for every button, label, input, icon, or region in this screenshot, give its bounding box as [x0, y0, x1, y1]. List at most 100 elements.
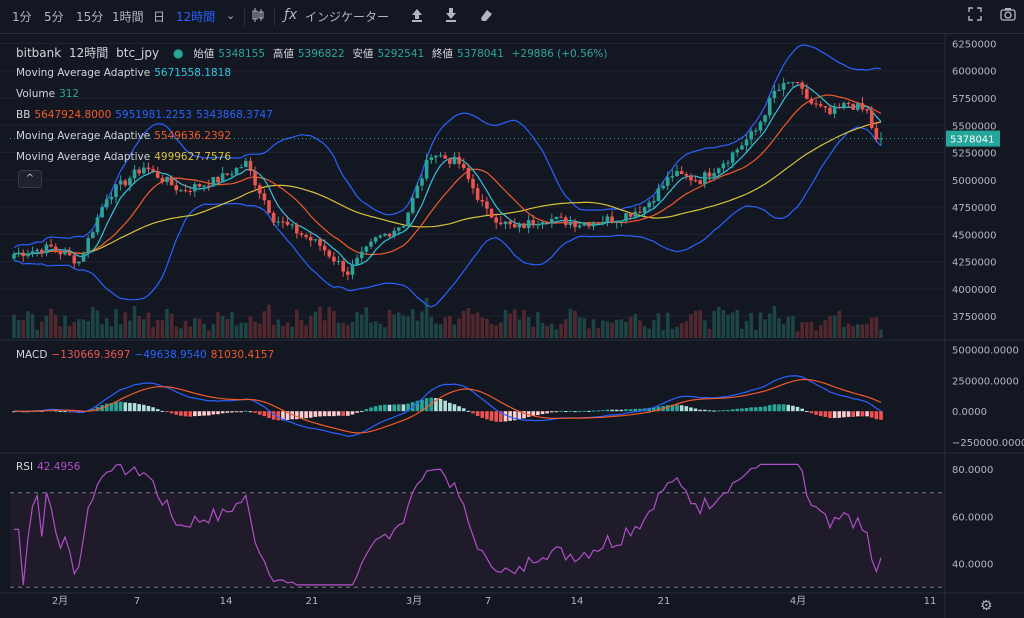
download-icon[interactable]	[444, 7, 458, 27]
volume-label: Volume	[16, 88, 56, 100]
macd-signal-line	[14, 378, 882, 434]
macd-histogram-bar	[466, 410, 471, 412]
high-label: 高値	[272, 48, 294, 60]
candle-body	[832, 106, 837, 114]
volume-bar	[689, 314, 693, 338]
candle-body	[327, 250, 332, 257]
interval-1h[interactable]: 1時間	[112, 10, 144, 24]
volume-bar	[726, 314, 730, 338]
candle-body	[160, 177, 165, 182]
ma3-legend[interactable]: Moving Average Adaptive 4999627.7576	[16, 151, 235, 163]
interval-1m[interactable]: 1分	[12, 10, 32, 24]
volume-bar	[322, 320, 327, 338]
volume-bar	[165, 308, 169, 338]
volume-bar	[95, 310, 100, 338]
macd-legend[interactable]: MACD −130669.3697 −49638.9540 81030.4157	[16, 349, 278, 361]
candle-body	[373, 237, 378, 242]
bb-lower-line	[13, 126, 882, 308]
candle-body	[480, 199, 485, 202]
candle-body	[614, 221, 619, 223]
macd-histogram-bar	[443, 400, 447, 412]
fullscreen-icon[interactable]	[968, 7, 982, 25]
chart-canvas[interactable]: 6250000 6000000 5750000 5500000 5250000 50000…	[0, 34, 1024, 618]
volume-bar	[244, 322, 248, 338]
volume-bar	[452, 324, 457, 338]
candle-body	[225, 173, 230, 175]
candle-body	[619, 221, 624, 223]
macd-histogram-bar	[434, 398, 438, 412]
volume-bar	[619, 319, 624, 338]
upload-icon[interactable]	[410, 7, 424, 27]
candle-body	[735, 149, 740, 153]
fx-icon[interactable]: ƒx	[284, 7, 298, 23]
bb-legend[interactable]: BB 5647924.8000 5951981.2253 5343868.3747	[16, 109, 277, 121]
eraser-icon[interactable]	[478, 7, 494, 27]
ma2-legend[interactable]: Moving Average Adaptive 5549636.2392	[16, 130, 235, 142]
chevron-down-icon[interactable]: ⌄	[226, 9, 236, 22]
macd-histogram-bar	[359, 410, 364, 412]
volume-value: 312	[59, 88, 80, 100]
macd-histogram-bar	[123, 402, 128, 412]
macd-histogram-bar	[693, 408, 698, 412]
macd-histogram-bar	[248, 411, 253, 413]
volume-bar	[665, 312, 670, 338]
candle-body	[642, 207, 647, 213]
volume-bar	[740, 328, 744, 338]
candle-body	[818, 104, 823, 107]
candle-body	[420, 178, 424, 186]
macd-histogram-bar	[128, 402, 132, 412]
candle-body	[800, 82, 804, 89]
macd-histogram-bar	[114, 401, 118, 412]
macd-histogram-bar	[257, 411, 262, 415]
candle-body	[689, 175, 693, 181]
candle-body	[378, 235, 383, 238]
legend-collapse-button[interactable]: ^	[18, 170, 42, 188]
macd-histogram-bar	[322, 411, 327, 417]
price-axis-label: 5500000	[952, 121, 997, 132]
candle-body	[183, 190, 188, 192]
macd-histogram-bar	[763, 406, 767, 412]
candle-body	[601, 222, 605, 224]
interval-5m[interactable]: 5分	[44, 10, 64, 24]
volume-bar	[383, 327, 387, 338]
rsi-legend[interactable]: RSI 42.4956	[16, 461, 84, 473]
time-axis-label: 14	[220, 596, 233, 607]
indicators-button[interactable]: インジケーター	[305, 10, 390, 24]
macd-histogram-bar	[860, 411, 865, 417]
candle-body	[851, 104, 855, 110]
candle-body	[271, 212, 276, 223]
macd-histogram-bar	[517, 411, 522, 420]
interval-12h[interactable]: 12時間	[176, 10, 216, 24]
candles-icon[interactable]	[251, 7, 265, 27]
volume-bar	[716, 306, 721, 338]
macd-histogram-bar	[587, 410, 591, 412]
volume-bar	[856, 324, 860, 338]
ma1-legend[interactable]: Moving Average Adaptive 5671558.1818	[16, 67, 235, 79]
macd-histogram-bar	[573, 411, 577, 413]
macd-histogram-bar	[698, 409, 702, 412]
gear-icon[interactable]: ⚙	[980, 598, 993, 614]
interval-1d[interactable]: 日	[153, 10, 166, 24]
candle-body	[754, 130, 758, 132]
candle-body	[35, 249, 39, 252]
volume-bar	[661, 330, 665, 338]
macd-histogram-bar	[230, 411, 234, 413]
volume-legend[interactable]: Volume 312	[16, 88, 83, 100]
volume-bar	[767, 313, 772, 338]
interval-15m[interactable]: 15分	[76, 10, 104, 24]
candle-body	[137, 169, 141, 174]
macd-histogram-bar	[304, 411, 308, 419]
candle-body	[155, 171, 160, 178]
candle-body	[318, 239, 322, 246]
candle-body	[684, 174, 689, 176]
camera-icon[interactable]	[1000, 7, 1016, 25]
macd-histogram-bar	[536, 411, 540, 416]
macd-histogram-bar	[295, 411, 299, 420]
macd-histogram-bar	[624, 409, 628, 412]
candle-body	[763, 115, 767, 122]
volume-bar	[225, 318, 230, 338]
volume-bar	[392, 314, 396, 338]
candle-body	[540, 222, 545, 225]
candle-body	[313, 239, 318, 241]
volume-bar	[633, 314, 638, 338]
